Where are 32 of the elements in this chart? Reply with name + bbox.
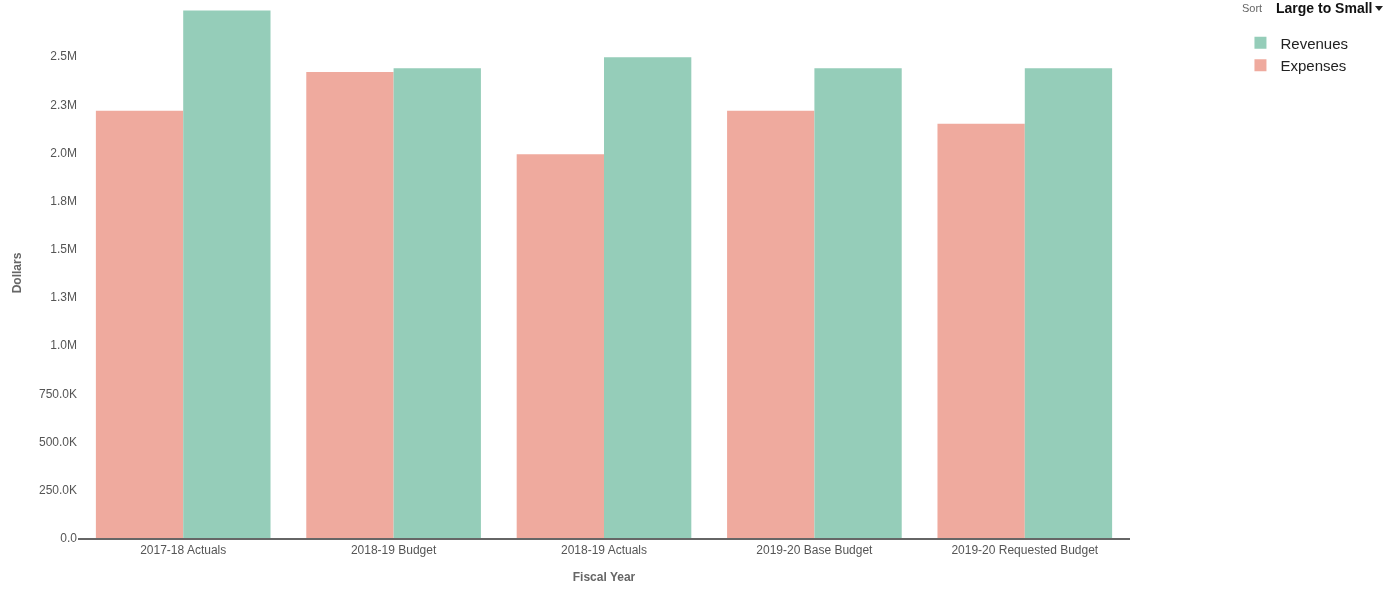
x-tick-label: 2019-20 Requested Budget — [951, 543, 1099, 558]
y-tick-label: 500.0K — [38, 434, 77, 449]
y-tick-label: 1.0M — [50, 338, 77, 353]
x-axis-title: Fiscal Year — [572, 569, 636, 584]
legend-label: Revenues — [1280, 34, 1349, 52]
text: Large to Small — [1276, 0, 1373, 16]
text: Sort — [1242, 2, 1263, 14]
legend-label: Expenses — [1280, 57, 1347, 75]
x-tick-label: 2018-19 Actuals — [560, 543, 648, 558]
y-tick-label: 750.0K — [38, 386, 77, 401]
bar — [727, 110, 815, 538]
bar — [516, 154, 604, 538]
y-tick-label: 1.3M — [50, 290, 77, 305]
y-tick-label: 0.0 — [60, 531, 78, 546]
x-tick-label: 2017-18 Actuals — [140, 543, 227, 558]
x-tick-label: 2018-19 Budget — [350, 543, 437, 558]
bar — [306, 71, 394, 538]
bar — [393, 68, 481, 538]
y-tick-label: 1.5M — [50, 242, 77, 257]
y-tick-label: 2.0M — [50, 145, 77, 160]
bar — [814, 68, 902, 538]
y-tick-label: 2.5M — [50, 49, 77, 64]
y-tick-label: 250.0K — [38, 483, 77, 498]
y-tick-label: 2.3M — [50, 97, 77, 112]
bar — [1024, 68, 1113, 538]
bar — [604, 57, 692, 538]
y-axis-title: Dollars — [10, 252, 25, 294]
bar — [95, 110, 184, 538]
x-tick-label: 2019-20 Base Budget — [756, 543, 874, 558]
y-tick-label: 1.8M — [50, 193, 77, 208]
bar — [183, 10, 271, 538]
bar — [937, 123, 1025, 538]
